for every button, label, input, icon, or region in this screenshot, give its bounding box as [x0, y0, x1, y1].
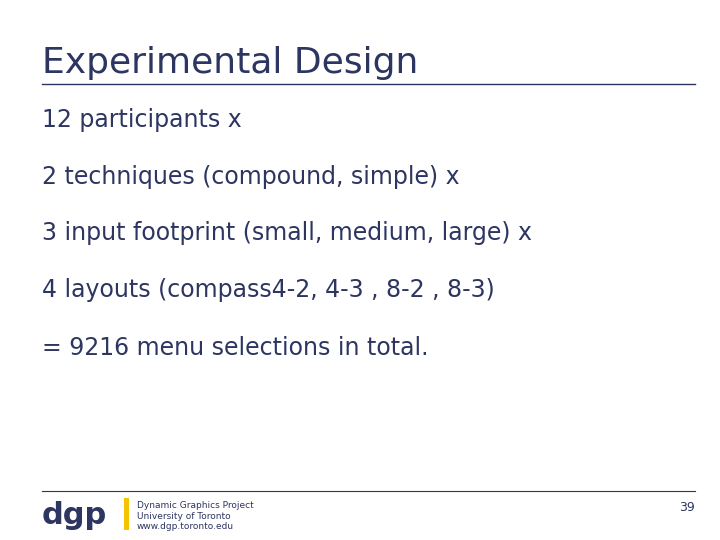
- Text: 4 layouts (compass4-2, 4-3 , 8-2 , 8-3): 4 layouts (compass4-2, 4-3 , 8-2 , 8-3): [42, 278, 495, 302]
- Text: 2 techniques (compound, simple) x: 2 techniques (compound, simple) x: [42, 165, 459, 188]
- Text: Dynamic Graphics Project: Dynamic Graphics Project: [137, 501, 253, 510]
- Text: 3 input footprint (small, medium, large) x: 3 input footprint (small, medium, large)…: [42, 221, 532, 245]
- Text: = 9216 menu selections in total.: = 9216 menu selections in total.: [42, 336, 428, 360]
- Text: 39: 39: [679, 501, 695, 514]
- FancyBboxPatch shape: [124, 498, 129, 530]
- Text: dgp: dgp: [42, 501, 107, 530]
- Text: University of Toronto: University of Toronto: [137, 512, 230, 521]
- Text: www.dgp.toronto.edu: www.dgp.toronto.edu: [137, 522, 234, 531]
- Text: 12 participants x: 12 participants x: [42, 108, 241, 132]
- Text: Experimental Design: Experimental Design: [42, 46, 418, 80]
